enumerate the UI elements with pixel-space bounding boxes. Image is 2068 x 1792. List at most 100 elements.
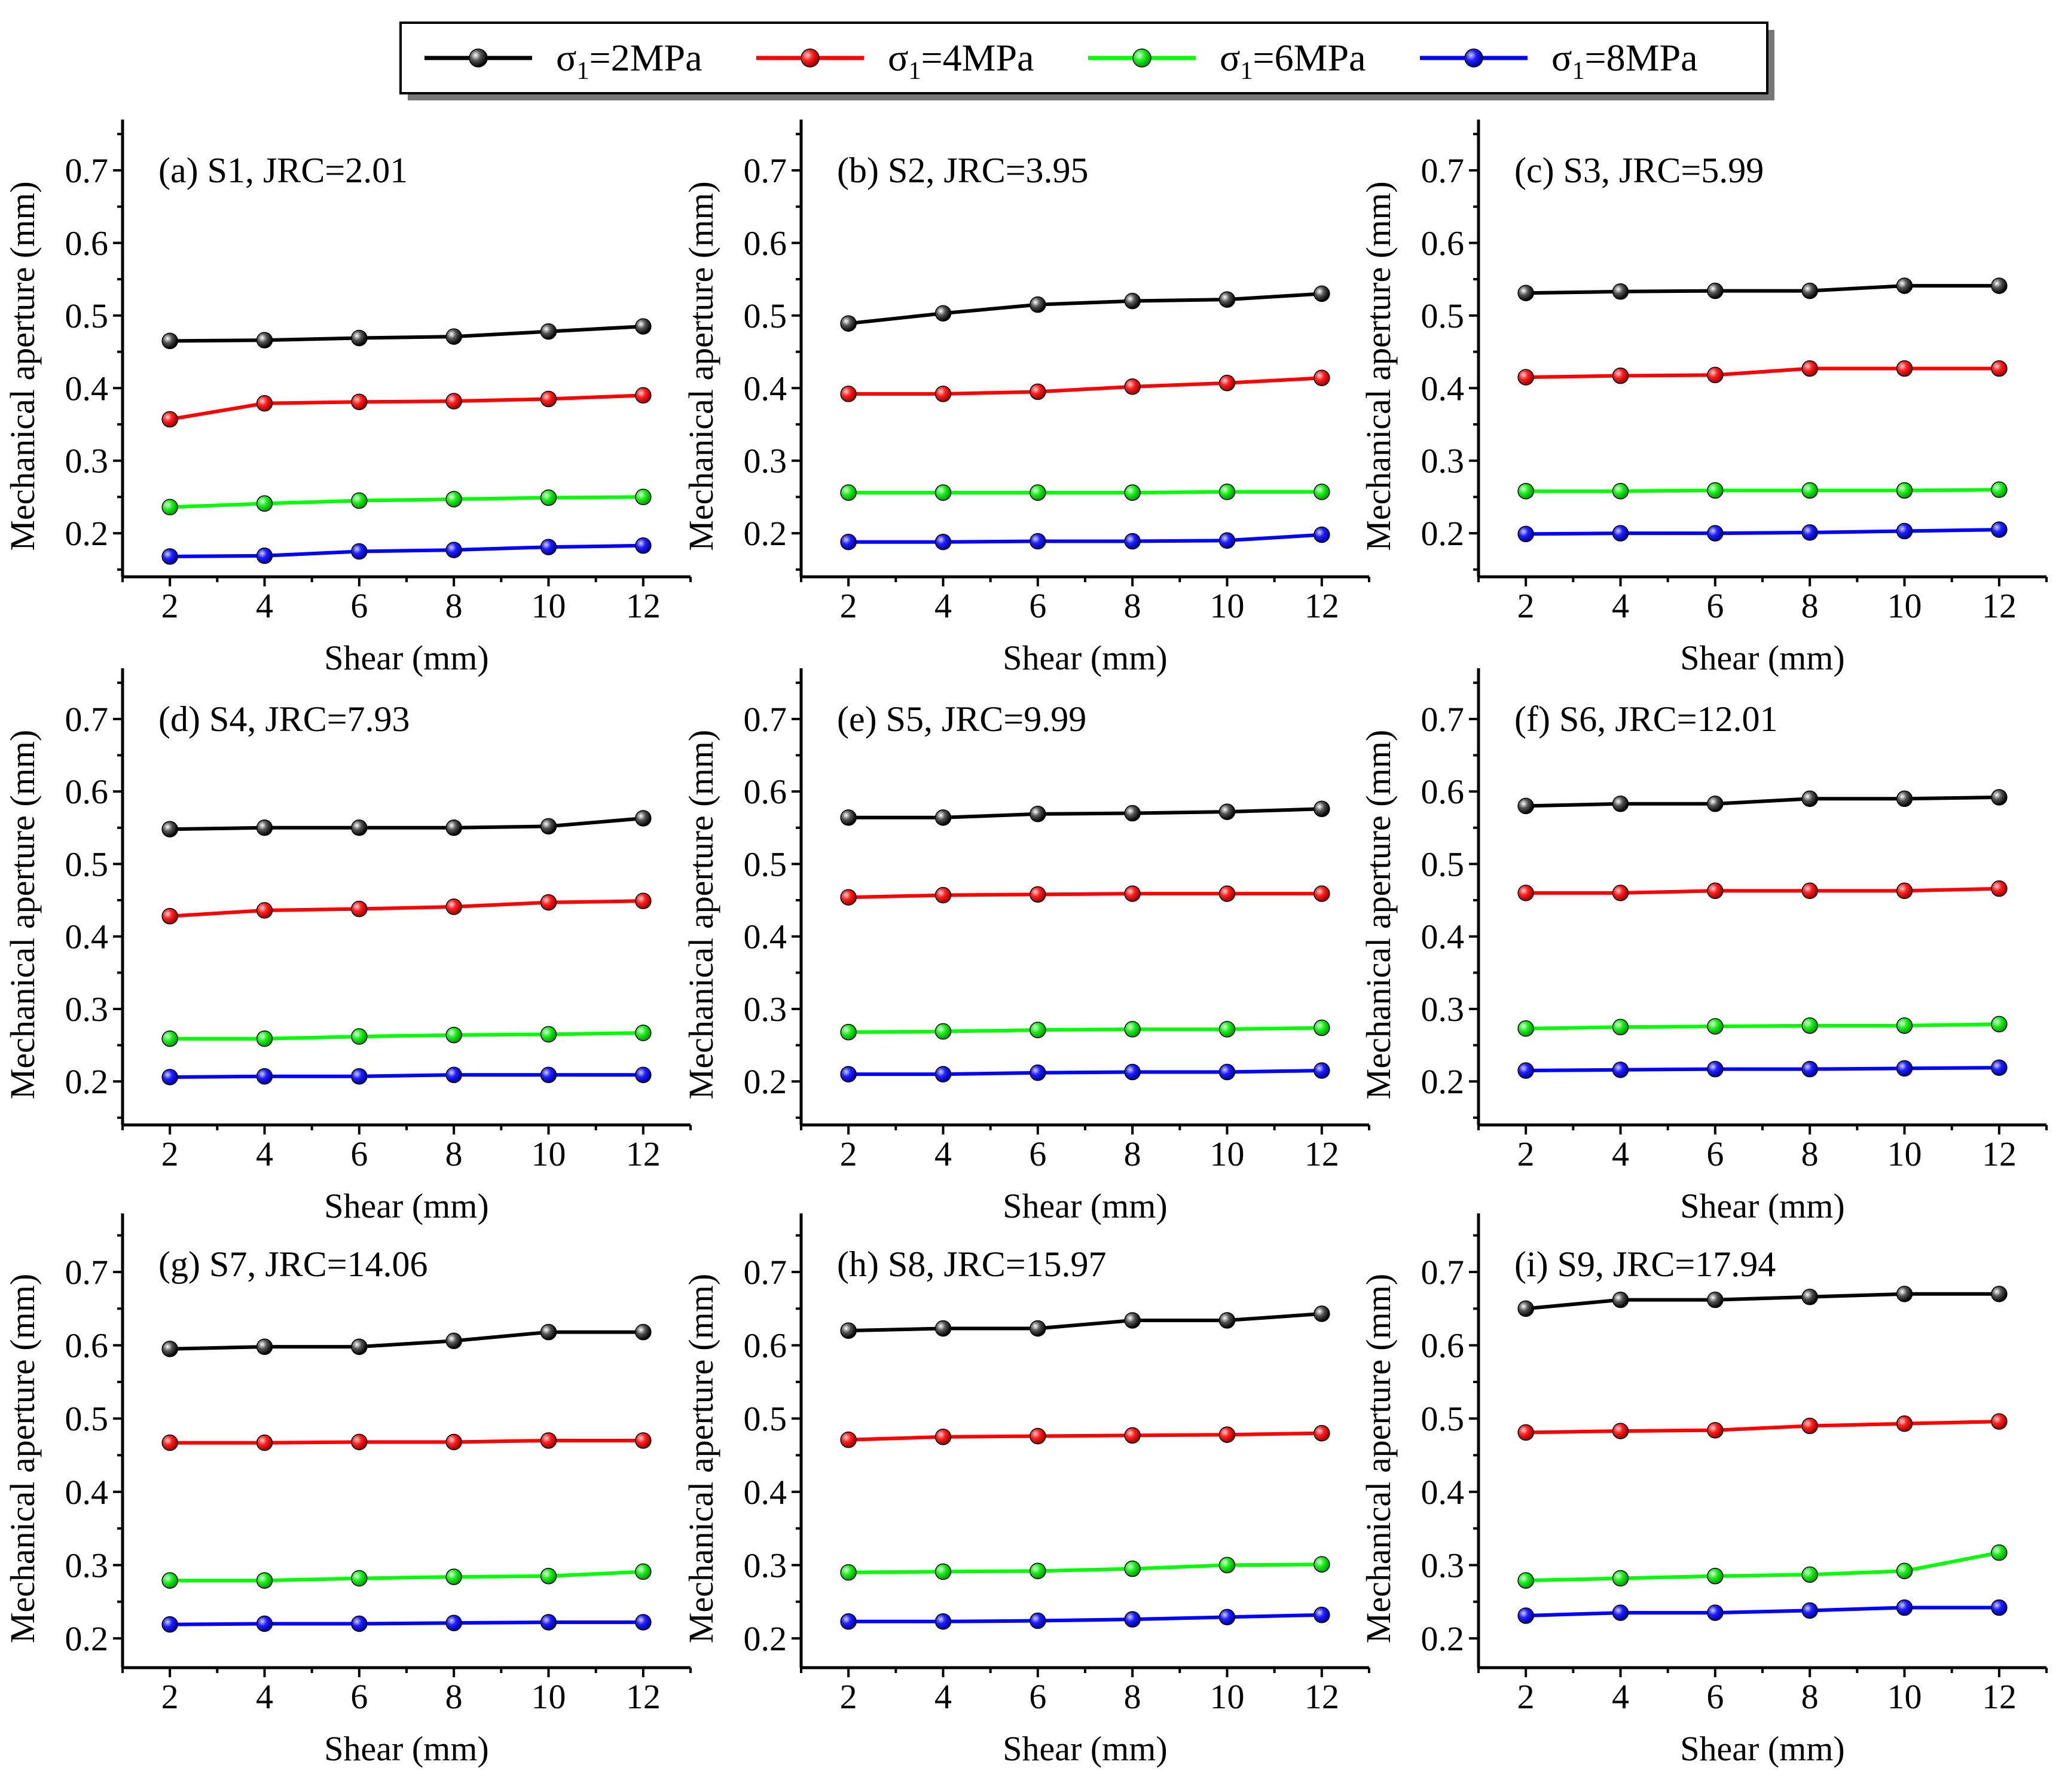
legend-marker	[1464, 48, 1483, 68]
y-tick-label: 0.6	[1421, 772, 1465, 811]
data-point	[1218, 484, 1236, 500]
x-tick-label: 8	[1801, 1134, 1819, 1173]
x-tick-label: 8	[1124, 1677, 1141, 1716]
y-tick-label: 0.6	[65, 224, 109, 262]
series-line	[1526, 1066, 1999, 1072]
x-tick-label: 10	[1210, 1134, 1245, 1173]
x-tick-label: 12	[626, 586, 661, 625]
data-point	[1124, 484, 1141, 501]
series-line	[848, 292, 1322, 326]
y-tick-label: 0.3	[744, 442, 787, 481]
data-point	[1991, 481, 2008, 499]
data-point	[1707, 882, 1724, 900]
data-point	[1991, 1599, 2008, 1616]
x-tick-label: 6	[1029, 1677, 1046, 1716]
data-point	[1124, 1560, 1141, 1577]
series	[1517, 1286, 2008, 1317]
data-point	[1030, 1064, 1046, 1081]
series-line	[1526, 1022, 1999, 1030]
data-point	[161, 1572, 178, 1589]
y-tick-label: 0.5	[1421, 845, 1465, 883]
y-tick-label: 0.4	[65, 918, 109, 956]
data-point	[1124, 1063, 1141, 1081]
data-point	[635, 810, 652, 827]
data-point	[1218, 1063, 1236, 1081]
data-point	[445, 1066, 462, 1084]
x-tick-label: 8	[1801, 586, 1819, 625]
x-tick-label: 2	[161, 1677, 179, 1716]
y-tick-label: 0.7	[1421, 700, 1465, 739]
panel-title: (h) S8, JRC=15.97	[837, 1244, 1107, 1284]
chart-panel: 0.2 0.3 0.4 0.5 0.6 0.7 2 4 6 8 10 12 Shear (mm) Mech…	[3, 1213, 692, 1768]
data-point	[1517, 1020, 1534, 1037]
data-point	[256, 395, 273, 412]
data-point	[1991, 277, 2008, 294]
data-point	[351, 1433, 368, 1451]
x-tick-label: 2	[1517, 586, 1535, 625]
series	[840, 1606, 1330, 1630]
x-tick-label: 2	[1517, 1677, 1535, 1716]
series-line	[170, 1031, 643, 1041]
series	[1517, 1059, 2008, 1079]
data-point	[161, 1341, 178, 1357]
data-point	[1896, 882, 1913, 900]
data-point	[1801, 790, 1818, 808]
data-point	[256, 1434, 273, 1451]
data-point	[1124, 378, 1141, 395]
series-line	[170, 817, 644, 831]
data-point	[540, 323, 557, 340]
data-point	[1801, 482, 1818, 499]
data-point	[1030, 1562, 1046, 1579]
data-point	[1124, 1427, 1141, 1444]
data-point	[1896, 1017, 1913, 1034]
x-tick-label: 12	[1305, 586, 1339, 625]
data-point	[1707, 1604, 1724, 1621]
y-tick-label: 0.7	[1421, 1253, 1465, 1292]
x-tick-label: 4	[256, 586, 273, 625]
data-point	[161, 332, 178, 350]
data-point	[161, 821, 178, 837]
series-line	[848, 1026, 1322, 1034]
legend-item: σ1=6MPa	[1088, 36, 1366, 85]
data-point	[161, 411, 178, 428]
x-axis-title: Shear (mm)	[1680, 1729, 1844, 1768]
legend-box	[399, 22, 1768, 94]
x-axis-title: Shear (mm)	[324, 1729, 488, 1768]
data-point	[1612, 482, 1629, 500]
data-point	[1896, 522, 1913, 540]
data-point	[1030, 886, 1046, 903]
series	[840, 800, 1330, 826]
series-line	[848, 892, 1322, 900]
data-point	[161, 1434, 178, 1451]
data-point	[1707, 796, 1724, 812]
x-tick-label: 4	[934, 1134, 952, 1173]
data-point	[840, 1066, 857, 1082]
series	[161, 1025, 652, 1047]
data-point	[1896, 1415, 1913, 1432]
data-point	[1313, 369, 1330, 387]
y-tick-label: 0.7	[1421, 151, 1465, 190]
data-point	[256, 902, 273, 919]
series-line	[848, 1613, 1322, 1623]
y-axis-title: Mechanical aperture (mm)	[3, 730, 42, 1099]
data-point	[351, 492, 368, 509]
series	[161, 810, 652, 837]
data-point	[934, 1023, 952, 1040]
data-point	[540, 1568, 557, 1585]
x-tick-label: 10	[1887, 1677, 1922, 1716]
series	[1517, 1413, 2008, 1441]
data-point	[1124, 1611, 1141, 1628]
data-point	[1124, 1021, 1141, 1038]
x-tick-label: 2	[840, 1677, 857, 1716]
data-point	[840, 1024, 857, 1041]
y-tick-label: 0.2	[744, 514, 787, 553]
legend-label: σ1=6MPa	[1220, 36, 1366, 85]
data-point	[1612, 367, 1629, 384]
data-point	[351, 1615, 368, 1632]
data-point	[1991, 1413, 2008, 1430]
y-tick-label: 0.2	[744, 1619, 787, 1658]
y-tick-label: 0.4	[744, 369, 787, 408]
y-tick-label: 0.6	[744, 224, 787, 262]
x-tick-label: 2	[161, 1134, 179, 1173]
data-point	[161, 1616, 178, 1633]
